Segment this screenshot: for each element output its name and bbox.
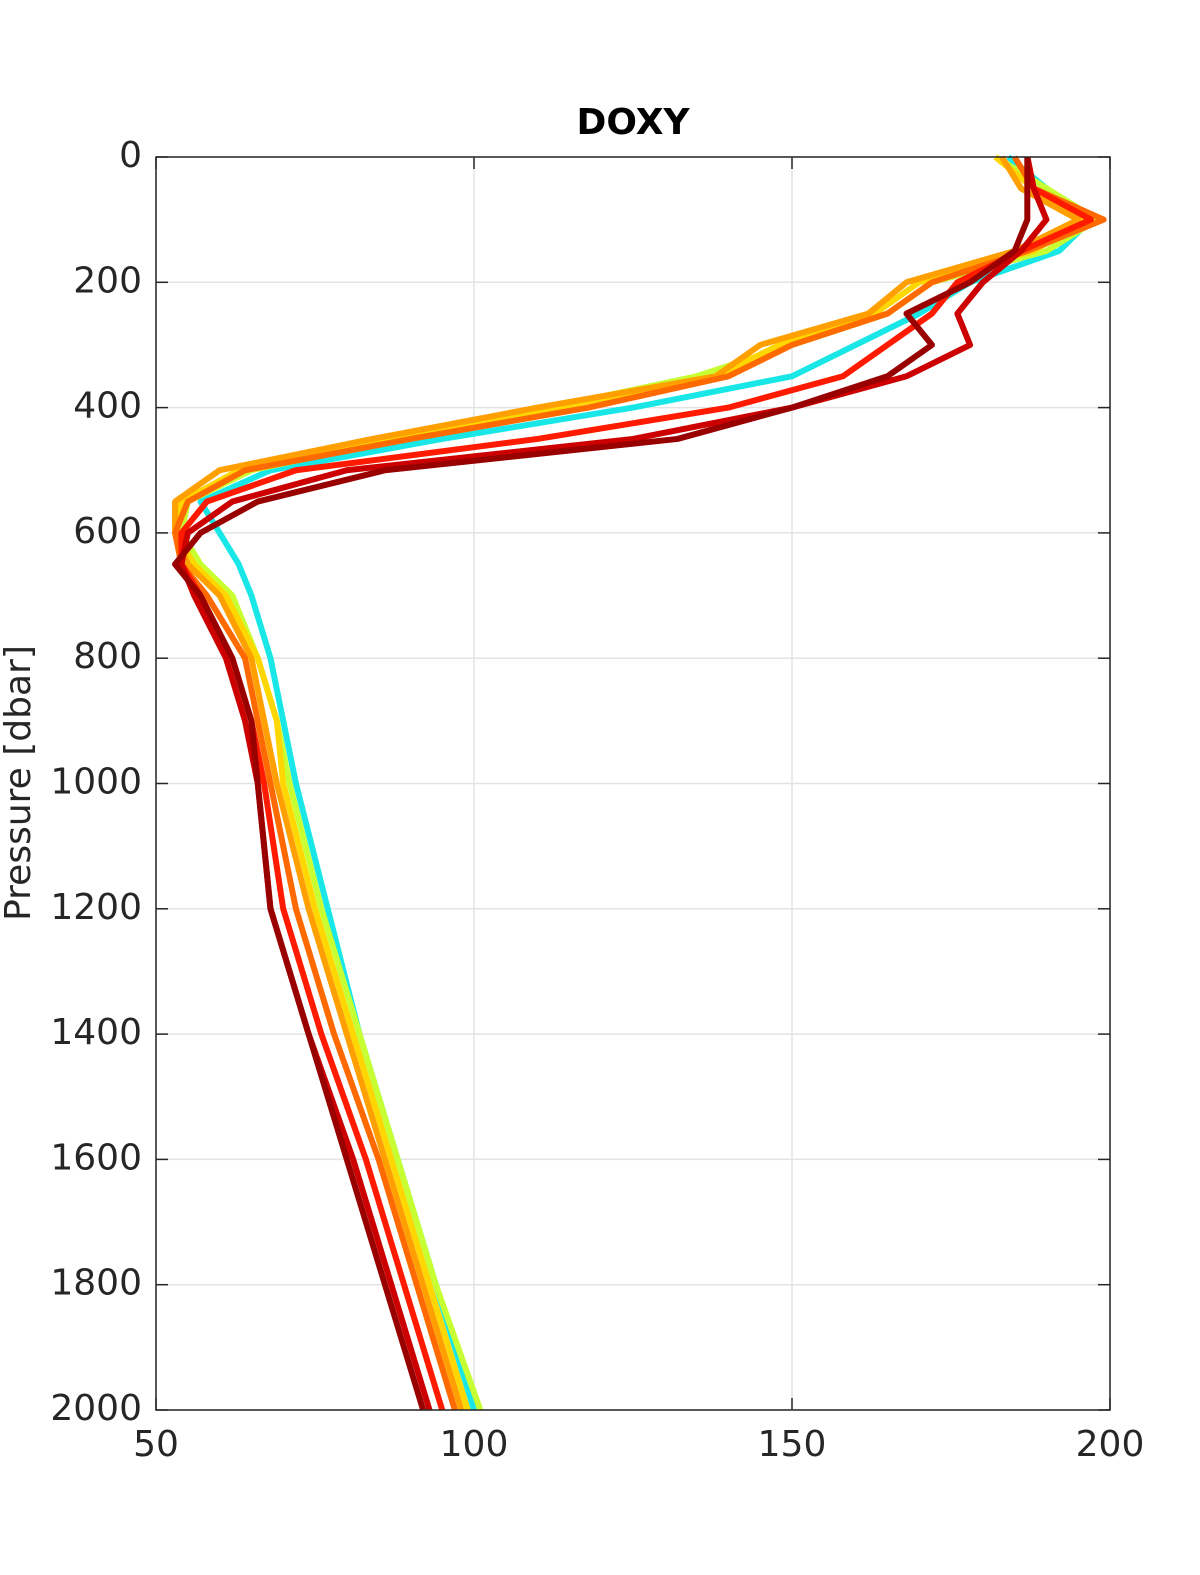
x-tick-label: 200 (1076, 1424, 1145, 1465)
y-tick-label: 2000 (50, 1388, 142, 1429)
plot-frame (155, 156, 1111, 1411)
x-tick-label: 100 (440, 1424, 509, 1465)
y-tick-label: 1800 (50, 1263, 142, 1304)
y-axis-label: Pressure [dbar] (0, 645, 39, 921)
y-tick-label: 1200 (50, 887, 142, 928)
y-tick-label: 1400 (50, 1012, 142, 1053)
chart-title: DOXY (576, 102, 690, 143)
y-tick-label: 200 (73, 260, 142, 301)
y-tick-label: 800 (73, 636, 142, 677)
profile-line (178, 156, 1094, 1411)
profile-line (172, 155, 1082, 1411)
y-tick-label: 1000 (50, 762, 142, 803)
x-tick-label: 50 (133, 1424, 179, 1465)
y-tick-label: 400 (73, 386, 142, 427)
y-tick-label: 1600 (50, 1137, 142, 1178)
profile-line (172, 155, 1107, 1411)
profile-line (172, 157, 1031, 1411)
x-tick-label: 150 (758, 1424, 827, 1465)
y-tick-label: 0 (119, 135, 142, 176)
y-tick-label: 600 (73, 511, 142, 552)
